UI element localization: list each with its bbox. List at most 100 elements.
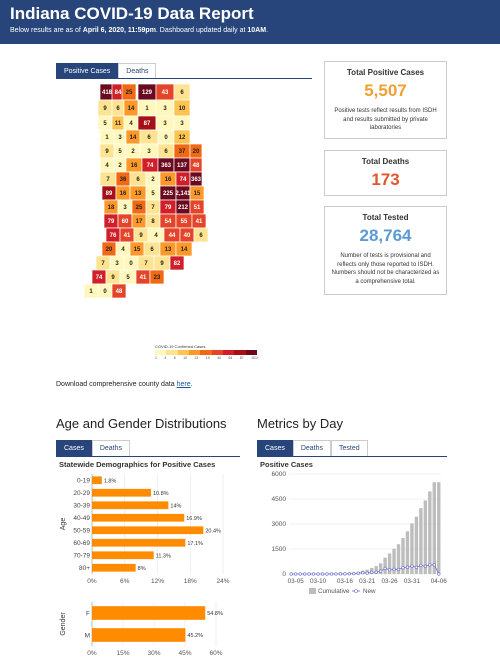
tab-metrics-cases[interactable]: Cases: [257, 440, 293, 456]
county[interactable]: 3: [113, 129, 127, 145]
county[interactable]: 7: [145, 199, 161, 215]
tab-age-deaths[interactable]: Deaths: [91, 440, 131, 456]
county[interactable]: 5: [113, 143, 127, 159]
county[interactable]: 363: [157, 157, 175, 173]
county[interactable]: 0: [97, 283, 113, 299]
county[interactable]: 48: [111, 283, 127, 299]
county[interactable]: 9: [133, 227, 149, 243]
county[interactable]: 2: [113, 157, 127, 173]
county[interactable]: 137: [173, 157, 191, 173]
county[interactable]: 16: [125, 157, 143, 173]
county[interactable]: 43: [155, 84, 175, 101]
county[interactable]: 14: [123, 99, 139, 117]
county[interactable]: 9: [99, 143, 115, 159]
county[interactable]: 44: [163, 227, 181, 243]
county[interactable]: 25: [121, 84, 137, 101]
county[interactable]: 1: [99, 129, 115, 145]
county[interactable]: 9: [97, 99, 113, 117]
county[interactable]: 51: [189, 199, 205, 215]
county[interactable]: 25: [131, 199, 147, 215]
county[interactable]: 7: [95, 255, 111, 271]
county[interactable]: 20: [101, 241, 117, 257]
tab-metrics-deaths[interactable]: Deaths: [292, 440, 332, 456]
county[interactable]: 3: [139, 143, 159, 159]
county[interactable]: 212: [175, 199, 191, 215]
county[interactable]: 55: [175, 213, 193, 229]
download-link[interactable]: here: [176, 381, 191, 388]
county[interactable]: 6: [157, 143, 175, 159]
county[interactable]: 225: [159, 185, 177, 201]
county[interactable]: 0: [123, 255, 139, 271]
county[interactable]: 5: [97, 115, 113, 131]
county[interactable]: 16: [115, 185, 131, 201]
tab-deaths[interactable]: Deaths: [118, 63, 157, 78]
county[interactable]: 129: [137, 84, 157, 101]
county[interactable]: 3: [117, 199, 133, 215]
county[interactable]: 23: [149, 269, 165, 285]
county[interactable]: 76: [105, 227, 121, 243]
county[interactable]: 0: [157, 129, 175, 145]
county[interactable]: 13: [159, 241, 177, 257]
county[interactable]: 12: [173, 129, 191, 145]
county[interactable]: 54: [159, 213, 177, 229]
county[interactable]: 74: [175, 171, 191, 187]
county[interactable]: 3: [155, 99, 175, 117]
county[interactable]: 36: [115, 171, 131, 187]
county[interactable]: 6: [173, 84, 191, 101]
county[interactable]: 8: [145, 213, 161, 229]
county[interactable]: 40: [179, 227, 195, 243]
county[interactable]: 1: [83, 283, 99, 299]
county[interactable]: 363: [189, 171, 203, 187]
county[interactable]: 48: [189, 157, 203, 173]
indiana-county-map[interactable]: 418 84 25 129 43 69 6 14 1 3 105 11 4 87 3 31 3 14 6 0 129 5 2…: [60, 84, 260, 354]
county[interactable]: 2: [125, 143, 141, 159]
county[interactable]: 13: [129, 185, 147, 201]
county[interactable]: 7: [137, 255, 155, 271]
county[interactable]: 41: [119, 227, 135, 243]
county[interactable]: 5: [119, 269, 137, 285]
county[interactable]: 11: [111, 115, 125, 131]
county[interactable]: 6: [143, 241, 161, 257]
county[interactable]: 5: [145, 185, 161, 201]
county[interactable]: 9: [153, 255, 171, 271]
county[interactable]: 2,141: [175, 185, 191, 201]
tab-positive-cases[interactable]: Positive Cases: [56, 63, 119, 78]
county[interactable]: 6: [193, 227, 209, 243]
county[interactable]: 18: [103, 199, 119, 215]
county[interactable]: 79: [159, 199, 177, 215]
county[interactable]: 4: [147, 227, 165, 243]
county[interactable]: 4: [123, 115, 139, 131]
county[interactable]: 74: [141, 157, 159, 173]
county[interactable]: 10: [173, 99, 191, 117]
county[interactable]: 4: [99, 157, 115, 173]
county[interactable]: 15: [189, 185, 205, 201]
county[interactable]: 6: [111, 99, 125, 117]
county[interactable]: 14: [125, 129, 141, 145]
county[interactable]: 82: [169, 255, 185, 271]
county[interactable]: 20: [189, 143, 203, 159]
county[interactable]: 6: [129, 171, 147, 187]
county[interactable]: 16: [159, 171, 177, 187]
tab-metrics-tested[interactable]: Tested: [331, 440, 368, 456]
county[interactable]: 60: [117, 213, 133, 229]
county[interactable]: 17: [131, 213, 147, 229]
county[interactable]: 6: [139, 129, 159, 145]
county[interactable]: 3: [173, 115, 191, 131]
county[interactable]: 2: [145, 171, 161, 187]
tab-age-cases[interactable]: Cases: [56, 440, 92, 456]
county[interactable]: 41: [191, 213, 207, 229]
county[interactable]: 3: [109, 255, 125, 271]
county[interactable]: 9: [105, 269, 121, 285]
county[interactable]: 4: [115, 241, 131, 257]
county[interactable]: 74: [91, 269, 107, 285]
county[interactable]: 7: [99, 171, 117, 187]
county[interactable]: 41: [135, 269, 151, 285]
county[interactable]: 89: [101, 185, 117, 201]
county[interactable]: 87: [137, 115, 157, 131]
county[interactable]: 1: [137, 99, 157, 117]
county[interactable]: 14: [175, 241, 193, 257]
county[interactable]: 3: [155, 115, 175, 131]
county[interactable]: 79: [103, 213, 119, 229]
county[interactable]: 15: [129, 241, 145, 257]
county[interactable]: 37: [173, 143, 191, 159]
